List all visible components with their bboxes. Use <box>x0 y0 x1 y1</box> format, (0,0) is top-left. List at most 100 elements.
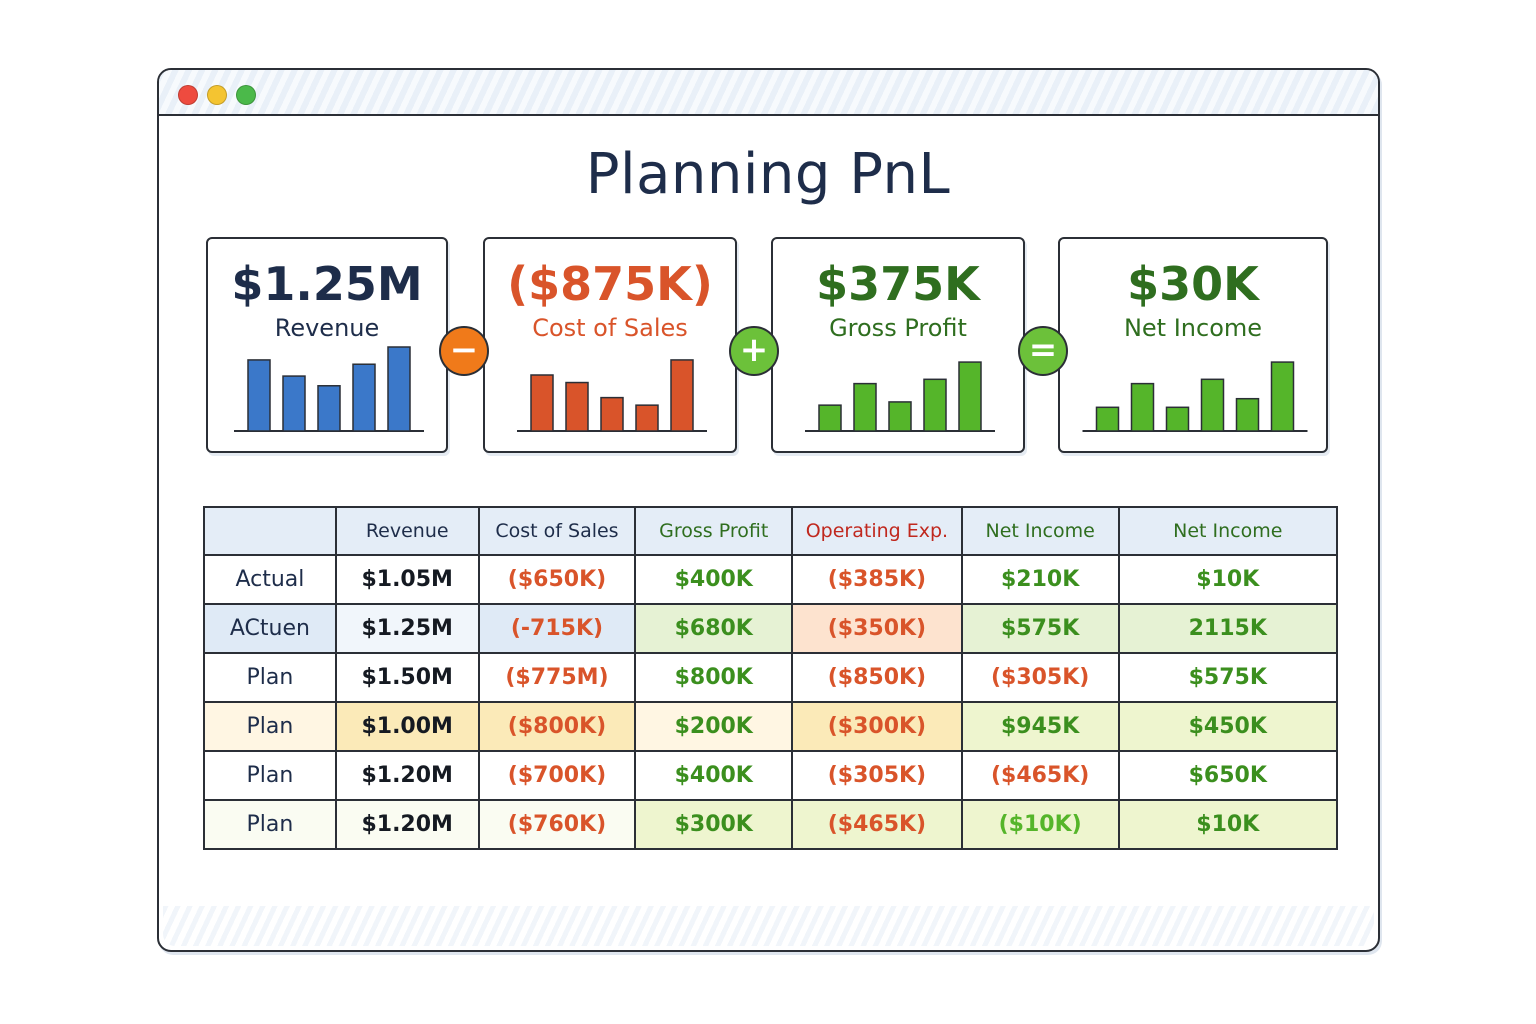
close-window-button[interactable] <box>178 85 198 105</box>
row-label: Plan <box>203 652 337 703</box>
cell-cost-of-sales[interactable]: ($700K) <box>477 750 637 801</box>
cell-revenue[interactable]: $1.00M <box>334 701 480 752</box>
kpi-label: Gross Profit <box>829 314 967 342</box>
cell-revenue[interactable]: $1.05M <box>334 554 480 605</box>
maximize-window-button[interactable] <box>236 85 256 105</box>
kpi-sparkbar-chart <box>805 361 995 432</box>
kpi-value: ($875K) <box>507 257 713 311</box>
kpi-label: Revenue <box>274 314 380 342</box>
chart-bar <box>282 375 306 432</box>
cell-net-income[interactable]: $945K <box>960 701 1120 752</box>
row-label: ACtuen <box>203 603 337 654</box>
kpi-sparkbar-chart <box>1082 361 1308 432</box>
table-row: Plan $1.00M ($800K) $200K ($300K) $945K … <box>203 701 1339 752</box>
minus-operator-icon: − <box>439 326 489 376</box>
table-row: Plan $1.50M ($775M) $800K ($850K) ($305K… <box>203 652 1339 703</box>
cell-operating-exp[interactable]: ($350K) <box>791 603 963 654</box>
cell-net-income-2[interactable]: $10K <box>1117 554 1339 605</box>
kpi-card-net-income[interactable]: $30K Net Income <box>1058 237 1328 453</box>
cell-operating-exp[interactable]: ($385K) <box>791 554 963 605</box>
chart-bar <box>352 363 376 432</box>
cell-cost-of-sales[interactable]: ($800K) <box>477 701 637 752</box>
cell-operating-exp[interactable]: ($465K) <box>791 799 963 850</box>
cell-operating-exp[interactable]: ($850K) <box>791 652 963 703</box>
cell-revenue[interactable]: $1.20M <box>334 750 480 801</box>
chart-bar <box>670 359 694 432</box>
kpi-sparkbar-chart <box>234 346 424 432</box>
kpi-card-cost-of-sales[interactable]: ($875K) Cost of Sales <box>483 237 737 453</box>
column-header-revenue[interactable]: Revenue <box>334 506 480 556</box>
cell-gross-profit[interactable]: $400K <box>634 750 794 801</box>
chart-bar <box>923 378 947 432</box>
chart-bar <box>1235 397 1260 432</box>
cell-net-income[interactable]: ($465K) <box>960 750 1120 801</box>
kpi-card-gross-profit[interactable]: $375K Gross Profit <box>771 237 1025 453</box>
cell-net-income[interactable]: $210K <box>960 554 1120 605</box>
chart-bar <box>958 361 982 432</box>
table-row: Actual $1.05M ($650K) $400K ($385K) $210… <box>203 554 1339 605</box>
chart-bar <box>317 385 341 432</box>
row-label: Actual <box>203 554 337 605</box>
window-footer-shading <box>163 906 1374 946</box>
table-row: ACtuen $1.25M (-715K) $680K ($350K) $575… <box>203 603 1339 654</box>
cell-cost-of-sales[interactable]: ($760K) <box>477 799 637 850</box>
cell-revenue[interactable]: $1.50M <box>334 652 480 703</box>
kpi-value: $1.25M <box>231 257 423 311</box>
chart-bar <box>1270 361 1295 432</box>
chart-bar <box>818 404 842 432</box>
cell-cost-of-sales[interactable]: (-715K) <box>477 603 637 654</box>
plus-operator-icon: + <box>729 326 779 376</box>
kpi-value: $30K <box>1127 257 1259 311</box>
kpi-sparkbar-chart <box>517 359 707 432</box>
chart-bar <box>888 401 912 432</box>
chart-bar <box>1130 382 1155 432</box>
cell-operating-exp[interactable]: ($300K) <box>791 701 963 752</box>
chart-bar <box>600 396 624 432</box>
chart-bar <box>565 381 589 432</box>
kpi-value: $375K <box>816 257 980 311</box>
cell-revenue[interactable]: $1.25M <box>334 603 480 654</box>
cell-net-income[interactable]: $575K <box>960 603 1120 654</box>
title-bar <box>159 70 1378 116</box>
cell-operating-exp[interactable]: ($305K) <box>791 750 963 801</box>
row-label: Plan <box>203 750 337 801</box>
cell-gross-profit[interactable]: $300K <box>634 799 794 850</box>
cell-cost-of-sales[interactable]: ($650K) <box>477 554 637 605</box>
column-header-gross-profit[interactable]: Gross Profit <box>634 506 794 556</box>
cell-net-income[interactable]: ($10K) <box>960 799 1120 850</box>
cell-gross-profit[interactable]: $400K <box>634 554 794 605</box>
cell-net-income-2[interactable]: $650K <box>1117 750 1339 801</box>
table-row: Plan $1.20M ($760K) $300K ($465K) ($10K)… <box>203 799 1339 850</box>
table-header-row: Revenue Cost of Sales Gross Profit Opera… <box>203 506 1339 556</box>
column-header-cost-of-sales[interactable]: Cost of Sales <box>477 506 637 556</box>
chart-bar <box>1095 406 1120 432</box>
cell-net-income-2[interactable]: 2115K <box>1117 603 1339 654</box>
chart-bar <box>530 374 554 432</box>
cell-gross-profit[interactable]: $200K <box>634 701 794 752</box>
cell-net-income-2[interactable]: $575K <box>1117 652 1339 703</box>
cell-net-income-2[interactable]: $450K <box>1117 701 1339 752</box>
cell-gross-profit[interactable]: $800K <box>634 652 794 703</box>
column-header-blank <box>203 506 337 556</box>
chart-bar <box>387 346 411 432</box>
kpi-label: Cost of Sales <box>532 314 688 342</box>
cell-gross-profit[interactable]: $680K <box>634 603 794 654</box>
row-label: Plan <box>203 799 337 850</box>
cell-net-income[interactable]: ($305K) <box>960 652 1120 703</box>
kpi-card-revenue[interactable]: $1.25M Revenue <box>206 237 448 453</box>
chart-bar <box>853 382 877 432</box>
minimize-window-button[interactable] <box>207 85 227 105</box>
pnl-table: Revenue Cost of Sales Gross Profit Opera… <box>203 506 1339 850</box>
cell-cost-of-sales[interactable]: ($775M) <box>477 652 637 703</box>
chart-bar <box>1200 378 1225 432</box>
cell-net-income-2[interactable]: $10K <box>1117 799 1339 850</box>
row-label: Plan <box>203 701 337 752</box>
chart-bar <box>1165 406 1190 432</box>
column-header-operating-exp[interactable]: Operating Exp. <box>791 506 963 556</box>
table-row: Plan $1.20M ($700K) $400K ($305K) ($465K… <box>203 750 1339 801</box>
column-header-net-income-2[interactable]: Net Income <box>1117 506 1339 556</box>
chart-bar <box>635 404 659 432</box>
chart-bar <box>247 359 271 432</box>
column-header-net-income[interactable]: Net Income <box>960 506 1120 556</box>
cell-revenue[interactable]: $1.20M <box>334 799 480 850</box>
